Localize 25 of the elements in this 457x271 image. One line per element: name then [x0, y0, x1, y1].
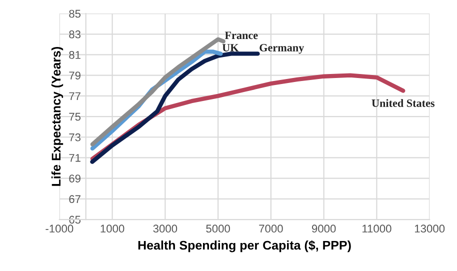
y-tick-label: 83 [69, 30, 80, 38]
series-label: UK [222, 44, 239, 52]
y-tick-label: 77 [69, 92, 80, 100]
x-tick-label: 13000 [414, 224, 445, 233]
y-tick-label: 81 [69, 51, 80, 59]
line-series [90, 52, 260, 164]
y-tick-label: 85 [69, 10, 81, 18]
x-tick-label: 9000 [312, 224, 336, 233]
x-tick-label: 3000 [153, 224, 178, 233]
y-tick-label: 67 [69, 195, 80, 204]
y-tick-label: 69 [69, 174, 80, 182]
y-tick-label: 79 [69, 72, 80, 80]
x-tick-label: 5000 [206, 224, 230, 233]
series-label: Germany [260, 44, 304, 54]
y-tick-label: 75 [69, 112, 81, 121]
series-label: France [224, 32, 258, 40]
x-axis-title: Health Spending per Capita ($, PPP) [138, 240, 351, 252]
y-tick-label: 71 [69, 154, 80, 162]
x-tick-label: -1000 [46, 224, 74, 233]
series-label: United States [372, 99, 435, 107]
y-tick-label: 73 [69, 133, 80, 142]
y-axis-title: Life Expectancy (Years) [51, 46, 64, 186]
x-tick-label: 11000 [362, 224, 392, 233]
x-tick-label: 1000 [100, 224, 124, 233]
x-tick-label: 7000 [259, 224, 283, 233]
